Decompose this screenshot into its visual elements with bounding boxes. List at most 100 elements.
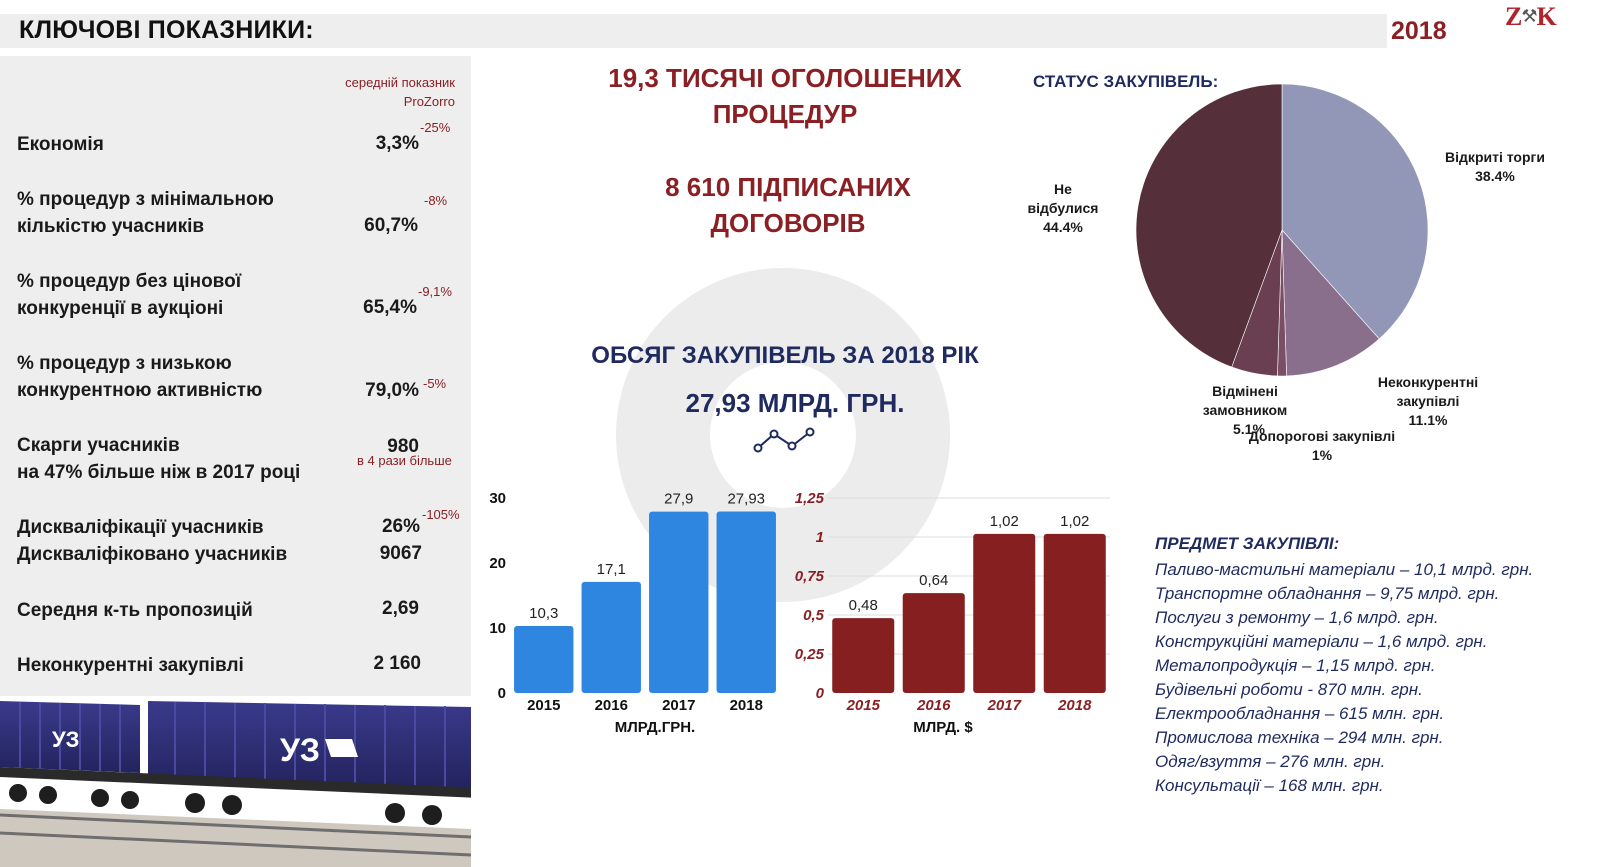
subject-title: ПРЕДМЕТ ЗАКУПІВЛІ: xyxy=(1155,534,1340,553)
kpi-label-line: кількістю учасників xyxy=(17,216,205,237)
data-label: 0,64 xyxy=(919,572,948,589)
kpi-delta-disqualifications: -105% xyxy=(422,507,460,522)
kpi-delta-low-competition: -5% xyxy=(423,376,447,391)
kpi-label-line: на 47% більше ніж в 2017 році xyxy=(17,462,301,483)
data-label: 27,93 xyxy=(727,490,765,507)
kpi-label-line: % процедур з мінімальною xyxy=(17,189,274,210)
bar-chart-usd: 0 0,25 0,5 0,75 1 1,25 0,48 2015 0,64 2016 1,02 201… xyxy=(795,490,1110,736)
pie-label-below-threshold: Допорогові закупівлі 1% xyxy=(1236,427,1408,465)
y-tick-label: 0 xyxy=(498,685,506,702)
kpi-label-low-competition: % процедур з низькою конкурентною активн… xyxy=(17,350,262,404)
volume-title: ОБСЯГ ЗАКУПІВЕЛЬ ЗА 2018 РІК xyxy=(591,342,979,369)
kpi-note-line: середній показник xyxy=(345,75,455,90)
pie-label-failed: Не відбулися 44.4% xyxy=(1013,180,1113,237)
kpi-value-no-price-competition: 65,4% xyxy=(363,297,417,318)
headline-line: 19,3 ТИСЯЧІ ОГОЛОШЕНИХ xyxy=(608,63,962,93)
kpi-label-line: конкуренції в аукціоні xyxy=(17,298,224,319)
x-axis-label: МЛРД.ГРН. xyxy=(615,719,695,736)
pie-label-open: Відкриті торги 38.4% xyxy=(1430,148,1560,186)
y-tick-label: 20 xyxy=(489,555,506,572)
bar xyxy=(716,511,776,693)
decorative-ring xyxy=(616,268,950,602)
bar xyxy=(581,581,641,693)
data-label: 1,02 xyxy=(1060,513,1089,530)
bar xyxy=(973,533,1036,693)
x-tick-label: 2018 xyxy=(1057,697,1092,714)
subject-item: Конструкційні матеріали – 1,6 млрд. грн. xyxy=(1155,632,1488,651)
x-tick-label: 2017 xyxy=(662,697,695,714)
kpi-value-low-competition: 79,0% xyxy=(365,380,419,401)
headline-line: ПРОЦЕДУР xyxy=(712,99,858,129)
bar xyxy=(832,618,895,693)
line-chart-icon xyxy=(753,427,815,453)
subject-item: Консультації – 168 млн. грн. xyxy=(1155,776,1384,795)
kpi-label-line: Дискваліфіковано учасників xyxy=(17,544,288,565)
pie-label-text: Не xyxy=(1054,181,1072,197)
y-tick-label: 0,5 xyxy=(803,607,825,624)
pie-title: СТАТУС ЗАКУПІВЕЛЬ: xyxy=(1033,72,1219,91)
subject-item: Одяг/взуття – 276 млн. грн. xyxy=(1155,752,1386,771)
kpi-label-line: % процедур без цінової xyxy=(17,271,242,292)
y-tick-label: 30 xyxy=(489,490,506,507)
kpi-label-disqualifications: Дискваліфікації учасників Дискваліфікова… xyxy=(17,514,287,568)
data-label: 1,02 xyxy=(990,513,1019,530)
pie-label-cancelled: Відмінені замовником 5.1% xyxy=(1190,382,1300,439)
subject-item: Транспортне обладнання – 9,75 млрд. грн. xyxy=(1155,584,1500,603)
y-tick-label: 0,25 xyxy=(795,646,825,663)
kpi-delta-min-participants: -8% xyxy=(424,193,448,208)
y-tick-label: 0 xyxy=(816,685,825,702)
kpi-label-no-price-competition: % процедур без цінової конкуренції в аук… xyxy=(17,268,241,322)
bar xyxy=(649,511,709,693)
pie-chart-status xyxy=(1135,83,1429,377)
kpi-value-min-participants: 60,7% xyxy=(364,215,418,236)
subject-item: Паливо-мастильні матеріали – 10,1 млрд. … xyxy=(1155,560,1534,579)
kpi-label-line: Дискваліфікації учасників xyxy=(17,517,264,538)
bar xyxy=(514,626,574,693)
kpi-label-avg-bids: Середня к-ть пропозицій xyxy=(17,600,253,621)
x-tick-label: 2018 xyxy=(730,697,763,714)
kpi-delta-no-price-competition: -9,1% xyxy=(418,284,452,299)
data-label: 27,9 xyxy=(664,491,693,508)
x-axis-label: МЛРД. $ xyxy=(913,719,973,736)
x-tick-label: 2016 xyxy=(916,697,951,714)
kpi-delta-complaints: в 4 рази більше xyxy=(357,453,452,468)
kpi-panel xyxy=(0,56,471,696)
y-tick-label: 0,75 xyxy=(795,568,825,585)
x-tick-label: 2015 xyxy=(527,697,560,714)
pie-slice xyxy=(1281,83,1429,340)
data-label: 17,1 xyxy=(597,561,626,578)
kpi-value-economy: 3,3% xyxy=(375,133,419,154)
kpi-value-noncompetitive: 2 160 xyxy=(373,653,421,674)
svg-text:УЗ: УЗ xyxy=(280,732,320,768)
contracts-headline: 8 610 ПІДПИСАНИХ ДОГОВОРІВ xyxy=(580,169,996,241)
kpi-label-line: Скарги учасників xyxy=(17,435,180,456)
bar xyxy=(1043,533,1106,693)
data-label: 10,3 xyxy=(529,605,558,622)
pie-label-noncompetitive: Неконкурентні закупівлі 11.1% xyxy=(1358,373,1498,430)
kpi-value-disqualified-count: 9067 xyxy=(379,543,422,564)
headline-line: ДОГОВОРІВ xyxy=(710,208,866,238)
kpi-note: середній показник ProZorro xyxy=(300,73,455,111)
kpi-value-disqualification-rate: 26% xyxy=(381,516,420,537)
kpi-value-complaints: 980 xyxy=(387,436,419,457)
bar xyxy=(902,593,965,693)
page-title: КЛЮЧОВІ ПОКАЗНИКИ: xyxy=(19,16,314,44)
kpi-delta-economy: -25% xyxy=(420,120,451,135)
procedures-headline: 19,3 ТИСЯЧІ ОГОЛОШЕНИХ ПРОЦЕДУР xyxy=(580,60,990,132)
company-logo: Z⚒K xyxy=(1505,2,1557,31)
pie-label-pct: 44.4% xyxy=(1043,219,1083,235)
pie-label-text: відбулися xyxy=(1027,200,1099,216)
kpi-label-complaints: Скарги учасників на 47% більше ніж в 201… xyxy=(17,432,300,486)
subject-item: Металопродукція – 1,15 млрд. грн. xyxy=(1155,656,1436,675)
pie-label-pct: 11.1% xyxy=(1408,412,1448,428)
kpi-label-line: % процедур з низькою xyxy=(17,353,232,374)
pie-label-text: Неконкурентні xyxy=(1377,374,1479,390)
kpi-label-min-participants: % процедур з мінімальною кількістю учасн… xyxy=(17,186,274,240)
y-tick-label: 10 xyxy=(489,620,506,637)
subject-item: Послуги з ремонту – 1,6 млрд. грн. xyxy=(1155,608,1439,627)
pie-label-text: Допорогові закупівлі xyxy=(1248,428,1396,444)
volume-value: 27,93 МЛРД. ГРН. xyxy=(685,388,905,418)
pie-label-text: закупівлі xyxy=(1396,393,1460,409)
data-label: 0,48 xyxy=(849,597,878,614)
bar-chart-uah: 0 10 20 30 10,3 2015 17,1 2016 27,9 2017 27,93 2018… xyxy=(489,490,776,736)
